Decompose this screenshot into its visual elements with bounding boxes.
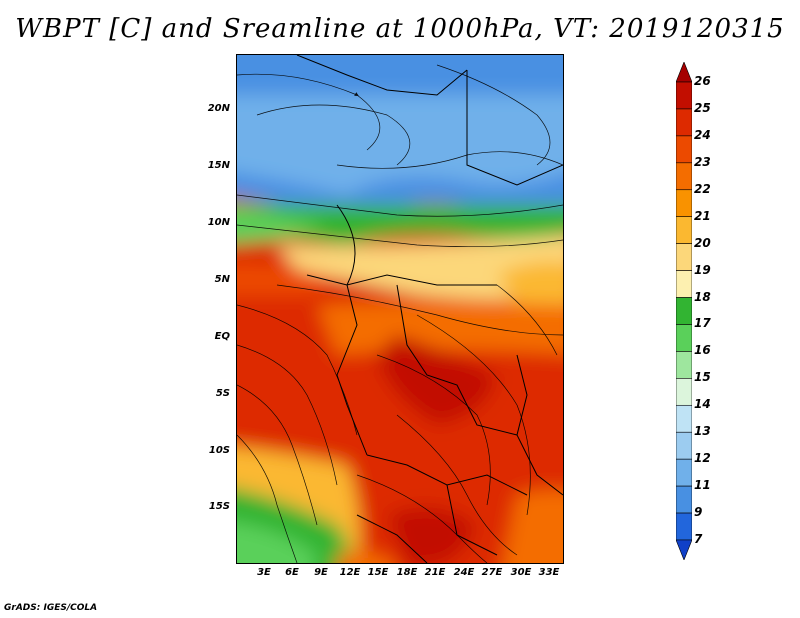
- lon-label: 33E: [538, 567, 560, 578]
- lat-label: 10N: [207, 217, 230, 228]
- colorbar-segment: [676, 458, 692, 487]
- colorbar-segment: [676, 108, 692, 137]
- colorbar-segment: [676, 512, 692, 541]
- colorbar-label: 21: [694, 208, 711, 223]
- lat-label: 15N: [207, 160, 230, 171]
- lon-label: 21E: [424, 567, 446, 578]
- colorbar-top-triangle: [676, 62, 692, 83]
- colorbar-segment: [676, 485, 692, 514]
- colorbar-segment: [676, 162, 692, 191]
- colorbar-segment: [676, 351, 692, 379]
- colorbar-segment: [676, 243, 692, 271]
- lat-label: 20N: [207, 103, 230, 114]
- chart-title: WBPT [C] and Sreamline at 1000hPa, VT: 2…: [15, 14, 785, 44]
- colorbar-segment: [676, 135, 692, 164]
- colorbar-label: 25: [694, 100, 711, 115]
- colorbar-label: 12: [694, 451, 711, 466]
- colorbar-label: 13: [694, 424, 711, 439]
- lat-label: 10S: [208, 445, 230, 456]
- lat-label: EQ: [214, 331, 230, 342]
- wbpt-shading: [237, 55, 563, 563]
- colorbar-label: 24: [694, 127, 711, 142]
- colorbar-label: 11: [694, 478, 711, 493]
- lon-label: 18E: [396, 567, 418, 578]
- colorbar-segment: [676, 81, 692, 110]
- colorbar-label: 19: [694, 262, 711, 277]
- colorbar-segment: [676, 216, 692, 244]
- streamlines: [237, 64, 563, 563]
- colorbar-segment: [676, 189, 692, 218]
- lat-label: 5S: [215, 388, 230, 399]
- lon-label: 27E: [481, 567, 503, 578]
- colorbar: [676, 62, 692, 560]
- lon-label: 24E: [453, 567, 475, 578]
- colorbar-label: 22: [694, 181, 711, 196]
- colorbar-label: 15: [694, 370, 711, 385]
- colorbar-segment: [676, 431, 692, 460]
- colorbar-label: 23: [694, 154, 711, 169]
- colorbar-label: 20: [694, 235, 711, 250]
- lon-label: 30E: [510, 567, 532, 578]
- country-borders: [296, 55, 563, 563]
- map-canvas: [237, 55, 563, 563]
- colorbar-label: 14: [694, 397, 711, 412]
- footer-credit: GrADS: IGES/COLA: [4, 603, 98, 613]
- colorbar-bottom-triangle: [676, 539, 692, 560]
- colorbar-segment: [676, 324, 692, 352]
- colorbar-segment: [676, 270, 692, 298]
- colorbar-segment: [676, 297, 692, 325]
- lon-label: 6E: [285, 567, 299, 578]
- map-panel: [236, 54, 564, 564]
- lon-label: 12E: [339, 567, 361, 578]
- colorbar-label: 16: [694, 343, 711, 358]
- colorbar-label: 17: [694, 316, 711, 331]
- lon-label: 3E: [257, 567, 271, 578]
- colorbar-label: 26: [694, 74, 711, 88]
- lat-label: 5N: [214, 274, 230, 285]
- colorbar-label: 18: [694, 289, 711, 304]
- colorbar-segment: [676, 378, 692, 406]
- lon-label: 15E: [367, 567, 389, 578]
- colorbar-label: 7: [694, 532, 703, 546]
- lon-label: 9E: [314, 567, 328, 578]
- colorbar-segment: [676, 404, 692, 433]
- colorbar-label: 9: [694, 505, 703, 520]
- lat-label: 15S: [208, 501, 230, 512]
